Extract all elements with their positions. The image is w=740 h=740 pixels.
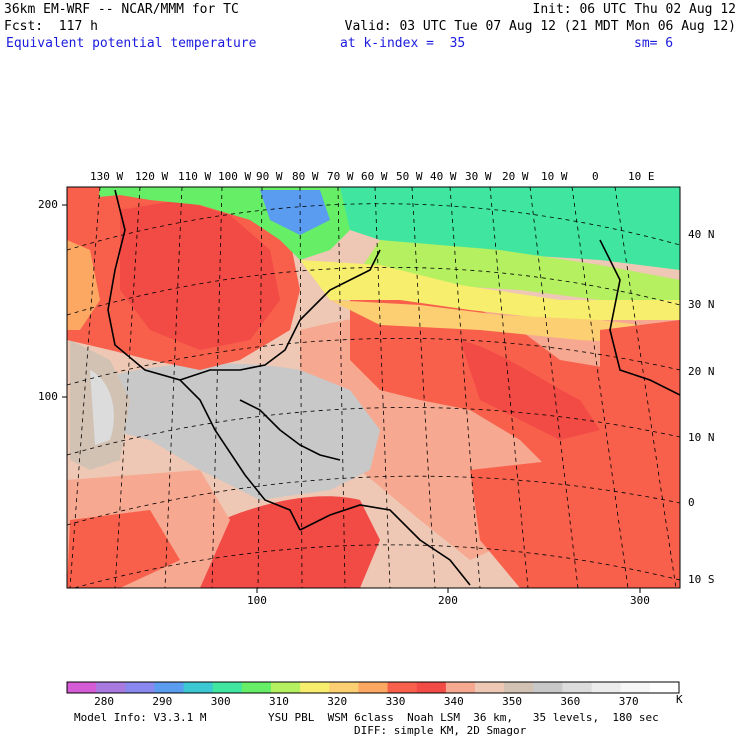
colorbar-tick-label: 290 <box>152 695 173 708</box>
init-time: Init: 06 UTC Thu 02 Aug 12 <box>532 2 737 17</box>
lon-label: 90 W <box>256 170 283 183</box>
colorbar-cell <box>445 682 476 693</box>
colorbar-cell <box>125 682 155 693</box>
colorbar-cell <box>649 682 680 693</box>
colorbar-tick-label: 360 <box>560 695 581 708</box>
colorbar-tick-label: 280 <box>94 695 115 708</box>
lon-label: 0 <box>592 170 599 183</box>
lon-label: 20 W <box>502 170 529 183</box>
lon-label: 110 W <box>178 170 212 183</box>
colorbar-tick-label: 320 <box>327 695 348 708</box>
lon-label: 10 E <box>628 170 655 183</box>
lat-label: 40 N <box>688 228 715 241</box>
forecast-hour: Fcst: 117 h <box>4 19 98 34</box>
lat-label: 10 S <box>688 573 715 586</box>
colorbar-cell <box>329 682 359 693</box>
colorbar-cell <box>504 682 534 693</box>
valid-time: Valid: 03 UTC Tue 07 Aug 12 (21 MDT Mon … <box>344 19 736 34</box>
colorbar-unit: K <box>676 693 683 706</box>
lon-label: 100 W <box>218 170 252 183</box>
colorbar-cell <box>475 682 505 693</box>
colorbar-tick-label: 310 <box>269 695 289 708</box>
physics-info: YSU PBL WSM 6class Noah LSM 36 km, 35 le… <box>268 711 659 724</box>
lon-label: 70 W <box>327 170 354 183</box>
colorbar-cell <box>300 682 330 693</box>
colorbar-cell <box>154 682 185 693</box>
lon-label: 40 W <box>430 170 457 183</box>
colorbar-tick-label: 350 <box>502 695 523 708</box>
lon-label: 50 W <box>396 170 423 183</box>
colorbar-tick-label: 370 <box>618 695 639 708</box>
lat-label: 10 N <box>688 431 715 444</box>
colorbar-tick-label: 300 <box>210 695 231 708</box>
colorbar-cell <box>67 682 97 693</box>
colorbar-cell <box>387 682 418 693</box>
colorbar-tick-label: 340 <box>443 695 464 708</box>
lon-label: 80 W <box>292 170 319 183</box>
graticule <box>67 187 680 588</box>
colorbar-cell <box>271 682 301 693</box>
lon-label: 130 W <box>90 170 124 183</box>
colorbar-cell <box>591 682 622 693</box>
model-title: 36km EM-WRF -- NCAR/MMM for TC <box>4 2 239 17</box>
map-frame <box>66 186 681 589</box>
grid-x-label: 100 <box>247 594 267 607</box>
colorbar-cell <box>212 682 243 693</box>
theta-e-field <box>67 187 680 588</box>
lat-label: 20 N <box>688 365 715 378</box>
colorbar-cell <box>241 682 272 693</box>
lon-label: 10 W <box>541 170 568 183</box>
grid-y-label: 100 <box>38 390 58 403</box>
lon-label: 30 W <box>465 170 492 183</box>
lon-label: 120 W <box>135 170 169 183</box>
field-name: Equivalent potential temperature <box>6 36 257 51</box>
colorbar-cell <box>620 682 651 693</box>
grid-x-label: 200 <box>438 594 458 607</box>
smoothing: sm= 6 <box>634 36 674 51</box>
colorbar-cell <box>416 682 447 693</box>
colorbar-cell <box>183 682 214 693</box>
colorbar-cell <box>533 682 563 693</box>
coastlines <box>107 189 680 586</box>
lon-label: 60 W <box>361 170 388 183</box>
level-index: at k-index = 35 <box>340 36 466 51</box>
diffusion-info: DIFF: simple KM, 2D Smagor <box>354 724 527 737</box>
colorbar-cell <box>562 682 593 693</box>
lat-label: 30 N <box>688 298 715 311</box>
grid-y-label: 200 <box>38 198 58 211</box>
grid-x-label: 300 <box>630 594 650 607</box>
model-info: Model Info: V3.3.1 M <box>74 711 207 724</box>
colorbar-tick-label: 330 <box>385 695 406 708</box>
colorbar-cell <box>96 682 126 693</box>
colorbar-cell <box>358 682 389 693</box>
lat-label: 0 <box>688 496 695 509</box>
